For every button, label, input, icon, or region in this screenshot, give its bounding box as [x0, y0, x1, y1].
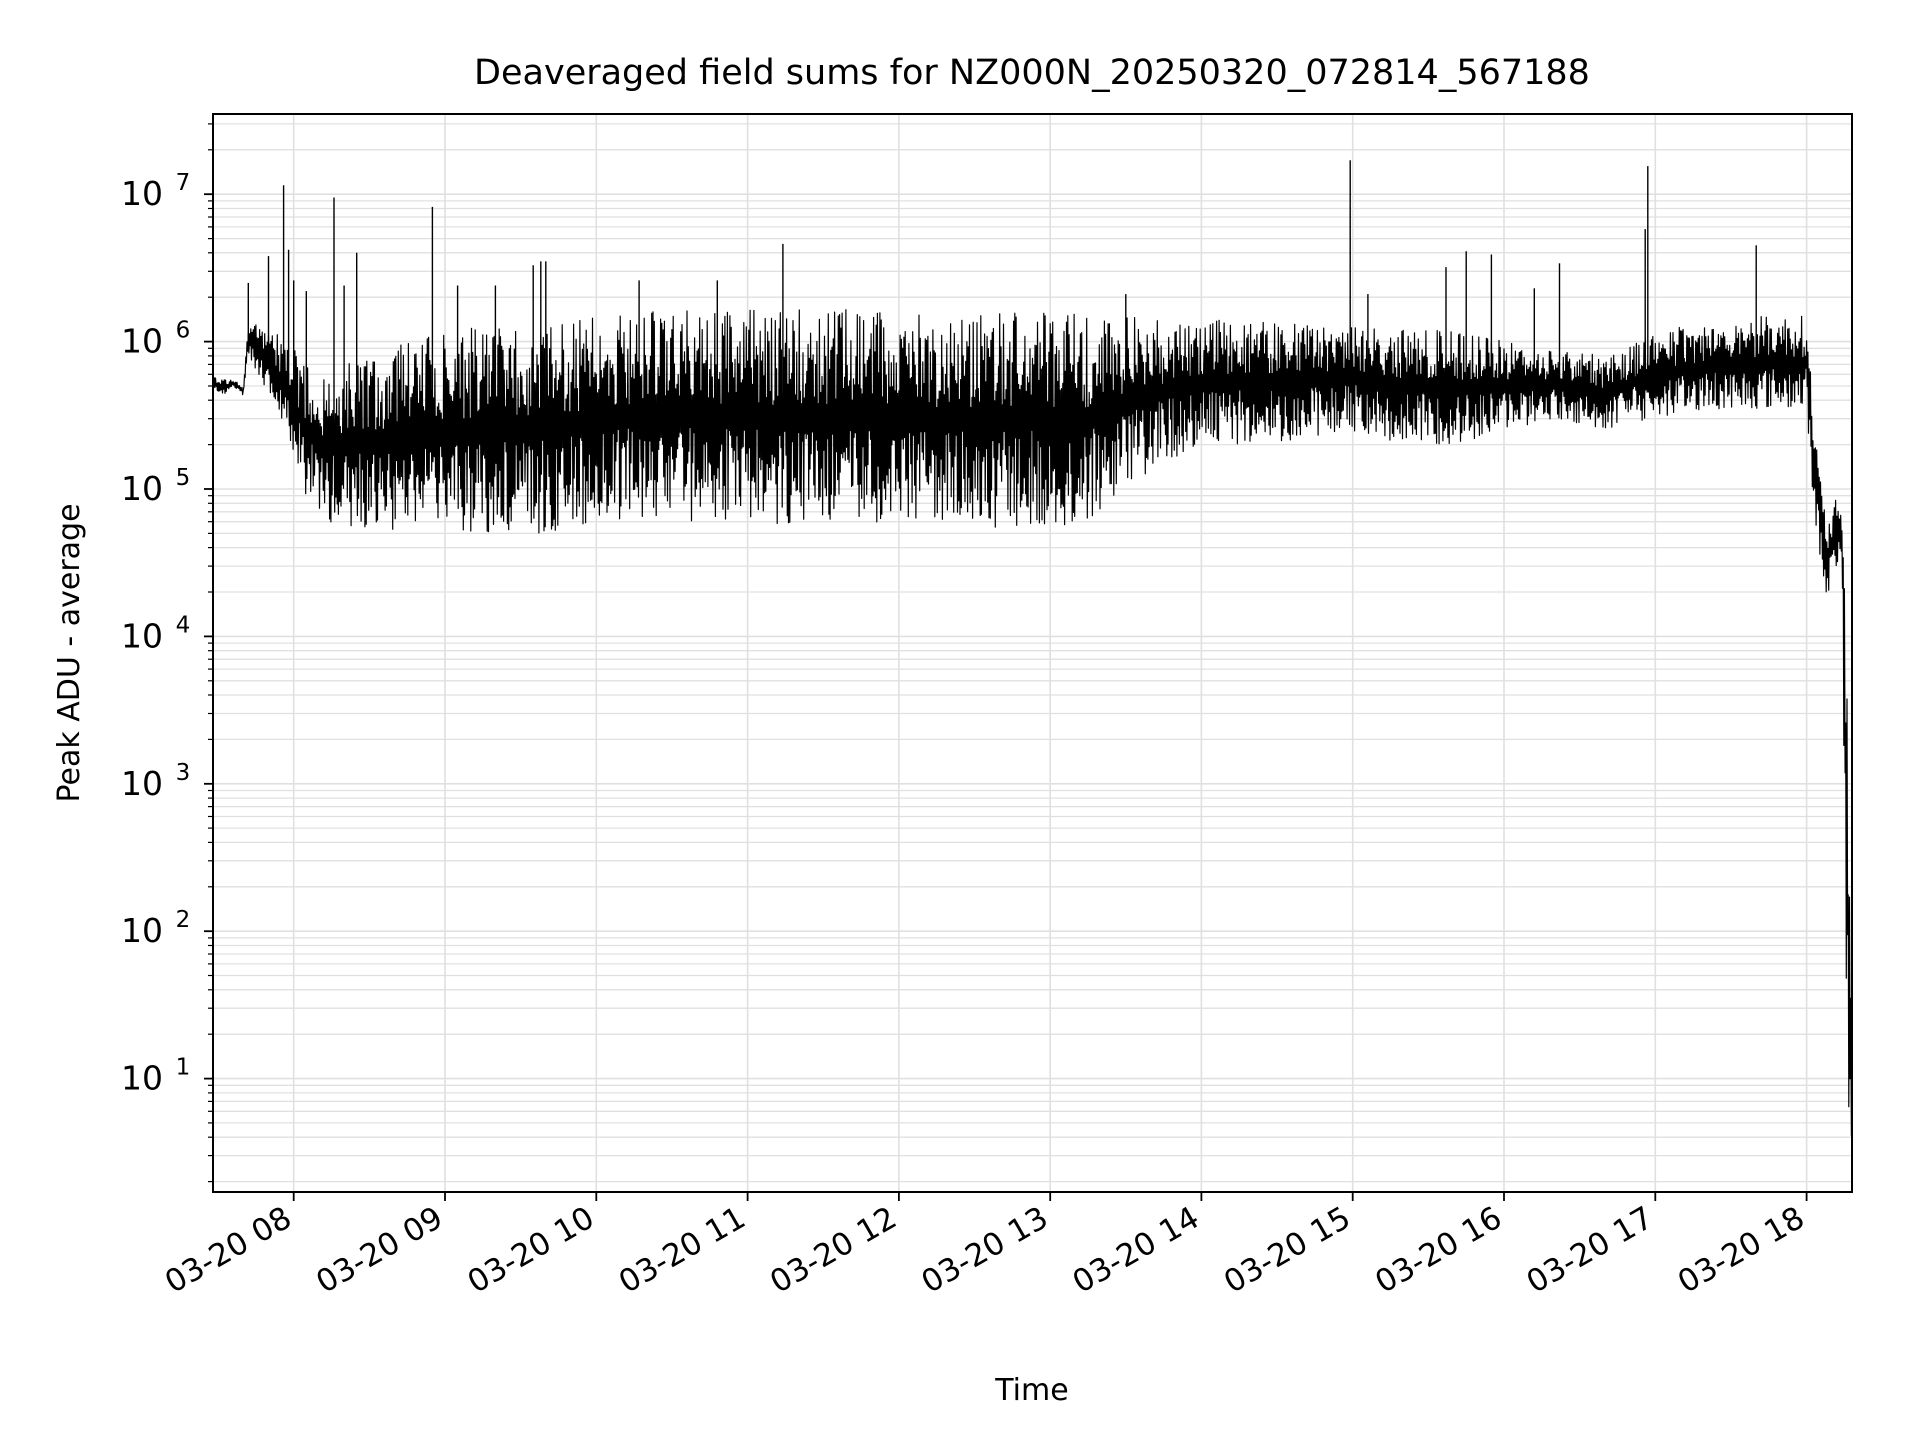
y-tick-label: 10: [121, 322, 163, 361]
y-tick-exponent: 5: [176, 465, 191, 491]
y-tick-base: 10: [121, 911, 163, 950]
y-tick-base: 10: [121, 1059, 163, 1098]
y-tick-label: 10: [121, 174, 163, 213]
y-axis-label: Peak ADU - average: [52, 503, 87, 802]
y-tick-exponent: 7: [176, 170, 191, 196]
y-tick-exponent: 2: [176, 907, 191, 933]
y-tick-base: 10: [121, 469, 163, 508]
y-tick-label: 10: [121, 764, 163, 803]
y-tick-label: 10: [121, 616, 163, 655]
y-tick-label: 10: [121, 911, 163, 950]
y-tick-exponent: 3: [176, 760, 191, 786]
plot-frame: [212, 113, 1853, 1193]
y-tick-base: 10: [121, 764, 163, 803]
series-line: [212, 309, 1853, 1138]
y-tick-exponent: 4: [176, 612, 191, 638]
grid-lines: [213, 114, 1852, 1192]
y-tick-label: 10: [121, 469, 163, 508]
y-tick-base: 10: [121, 174, 163, 213]
x-axis-label: Time: [994, 1373, 1068, 1408]
y-tick-exponent: 1: [176, 1055, 191, 1081]
y-tick-label: 10: [121, 1059, 163, 1098]
y-tick-base: 10: [121, 322, 163, 361]
data-series: [212, 160, 1853, 1138]
y-tick-exponent: 6: [176, 318, 191, 344]
y-tick-base: 10: [121, 616, 163, 655]
chart-title: Deaveraged field sums for NZ000N_2025032…: [474, 53, 1590, 93]
